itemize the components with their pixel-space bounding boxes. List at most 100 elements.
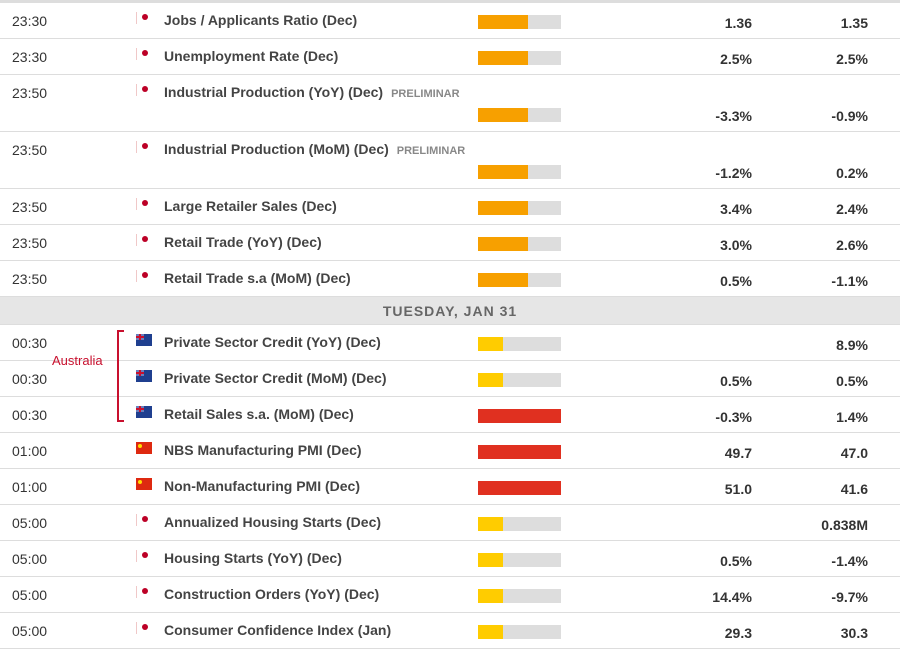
- flag-au-icon: [136, 334, 152, 346]
- event-row[interactable]: 05:00 Construction Orders (YoY) (Dec) 14.4…: [0, 577, 900, 613]
- event-name[interactable]: Non-Manufacturing PMI (Dec): [164, 478, 360, 494]
- volatility-bar: [478, 237, 561, 251]
- value-2: 2.4%: [836, 201, 868, 217]
- volatility-bar: [478, 481, 561, 495]
- event-name[interactable]: Industrial Production (YoY) (Dec) PRELIMI…: [164, 84, 460, 100]
- value-1: -3.3%: [715, 108, 752, 124]
- volatility-bar: [478, 589, 561, 603]
- volatility-fill: [478, 15, 528, 29]
- value-1: 49.7: [724, 445, 752, 461]
- volatility-fill: [478, 201, 528, 215]
- event-row[interactable]: 00:30 Private Sector Credit (MoM) (Dec) 0.…: [0, 361, 900, 397]
- event-row[interactable]: 00:30 Retail Sales s.a. (MoM) (Dec) -0.3% 1…: [0, 397, 900, 433]
- value-2: 0.5%: [836, 373, 868, 389]
- event-title: Jobs / Applicants Ratio (Dec): [164, 12, 358, 28]
- value-2: 8.9%: [836, 337, 868, 353]
- volatility-bar: [478, 201, 561, 215]
- event-name[interactable]: Private Sector Credit (MoM) (Dec): [164, 370, 386, 386]
- event-row[interactable]: 01:00 Non-Manufacturing PMI (Dec) 51.0 41.6: [0, 469, 900, 505]
- event-row[interactable]: 23:50 Industrial Production (MoM) (Dec) PR…: [0, 132, 900, 189]
- event-row[interactable]: 23:30 Unemployment Rate (Dec) 2.5% 2.5%: [0, 39, 900, 75]
- event-title: Non-Manufacturing PMI (Dec): [164, 478, 360, 494]
- event-time: 23:30: [12, 49, 48, 65]
- value-1: 0.5%: [720, 553, 752, 569]
- day-header: TUESDAY, JAN 31: [0, 297, 900, 325]
- event-time: 05:00: [12, 551, 48, 567]
- volatility-fill: [478, 337, 503, 351]
- event-name[interactable]: Industrial Production (MoM) (Dec) PRELIMI…: [164, 141, 465, 157]
- event-time: 00:30: [12, 371, 48, 387]
- event-time: 01:00: [12, 479, 48, 495]
- event-name[interactable]: Consumer Confidence Index (Jan): [164, 622, 391, 638]
- value-1: -1.2%: [715, 165, 752, 181]
- event-name[interactable]: Private Sector Credit (YoY) (Dec): [164, 334, 381, 350]
- flag-jp-icon: [136, 586, 152, 598]
- volatility-bar: [478, 165, 561, 179]
- flag-jp-icon: [136, 550, 152, 562]
- volatility-bar: [478, 337, 561, 351]
- volatility-bar: [478, 108, 561, 122]
- flag-jp-icon: [136, 234, 152, 246]
- event-row[interactable]: 23:50 Large Retailer Sales (Dec) 3.4% 2.4%: [0, 189, 900, 225]
- volatility-fill: [478, 625, 503, 639]
- flag-jp-icon: [136, 141, 152, 153]
- event-name[interactable]: Annualized Housing Starts (Dec): [164, 514, 381, 530]
- value-2: -9.7%: [831, 589, 868, 605]
- flag-jp-icon: [136, 270, 152, 282]
- value-2: 0.2%: [836, 165, 868, 181]
- event-time: 05:00: [12, 623, 48, 639]
- event-title: Annualized Housing Starts (Dec): [164, 514, 382, 530]
- value-1: 0.5%: [720, 273, 752, 289]
- event-row[interactable]: 05:00 Annualized Housing Starts (Dec) 0.83…: [0, 505, 900, 541]
- event-name[interactable]: Construction Orders (YoY) (Dec): [164, 586, 379, 602]
- event-name[interactable]: Retail Sales s.a. (MoM) (Dec): [164, 406, 354, 422]
- event-title: Housing Starts (YoY) (Dec): [164, 550, 342, 566]
- value-1: -0.3%: [715, 409, 752, 425]
- event-row[interactable]: 23:50 Retail Trade s.a (MoM) (Dec) 0.5% -1.…: [0, 261, 900, 297]
- volatility-fill: [478, 237, 528, 251]
- volatility-fill: [478, 517, 503, 531]
- event-name[interactable]: Retail Trade (YoY) (Dec): [164, 234, 322, 250]
- event-name[interactable]: NBS Manufacturing PMI (Dec): [164, 442, 362, 458]
- event-name[interactable]: Retail Trade s.a (MoM) (Dec): [164, 270, 351, 286]
- event-time: 23:50: [12, 235, 48, 251]
- top-divider: [0, 0, 900, 3]
- volatility-fill: [478, 165, 528, 179]
- events-after: 00:30 Private Sector Credit (YoY) (Dec) 8.…: [0, 325, 900, 649]
- value-2: 2.6%: [836, 237, 868, 253]
- volatility-bar: [478, 517, 561, 531]
- event-title: Large Retailer Sales (Dec): [164, 198, 337, 214]
- value-1: 14.4%: [712, 589, 752, 605]
- event-name[interactable]: Large Retailer Sales (Dec): [164, 198, 337, 214]
- event-title: NBS Manufacturing PMI (Dec): [164, 442, 362, 458]
- value-1: 0.5%: [720, 373, 752, 389]
- value-2: 1.4%: [836, 409, 868, 425]
- flag-jp-icon: [136, 12, 152, 24]
- event-row[interactable]: 00:30 Private Sector Credit (YoY) (Dec) 8.…: [0, 325, 900, 361]
- event-name[interactable]: Housing Starts (YoY) (Dec): [164, 550, 342, 566]
- event-row[interactable]: 23:30 Jobs / Applicants Ratio (Dec) 1.36 1.…: [0, 3, 900, 39]
- event-time: 01:00: [12, 443, 48, 459]
- preliminary-tag: PRELIMINAR: [396, 145, 466, 157]
- event-name[interactable]: Jobs / Applicants Ratio (Dec): [164, 12, 357, 28]
- volatility-bar: [478, 273, 561, 287]
- volatility-fill: [478, 373, 503, 387]
- value-1: 1.36: [724, 15, 752, 31]
- value-2: 1.35: [840, 15, 868, 31]
- event-row[interactable]: 23:50 Retail Trade (YoY) (Dec) 3.0% 2.6%: [0, 225, 900, 261]
- volatility-fill: [478, 589, 503, 603]
- event-row[interactable]: 05:00 Consumer Confidence Index (Jan) 29.3…: [0, 613, 900, 649]
- event-time: 05:00: [12, 587, 48, 603]
- value-1: 3.4%: [720, 201, 752, 217]
- event-name[interactable]: Unemployment Rate (Dec): [164, 48, 338, 64]
- event-row[interactable]: 05:00 Housing Starts (YoY) (Dec) 0.5% -1.4%: [0, 541, 900, 577]
- event-row[interactable]: 01:00 NBS Manufacturing PMI (Dec) 49.7 47.0: [0, 433, 900, 469]
- event-time: 23:50: [12, 271, 48, 287]
- volatility-bar: [478, 445, 561, 459]
- events-before: 23:30 Jobs / Applicants Ratio (Dec) 1.36 1.…: [0, 3, 900, 297]
- event-row[interactable]: 23:50 Industrial Production (YoY) (Dec) PR…: [0, 75, 900, 132]
- volatility-bar: [478, 373, 561, 387]
- flag-jp-icon: [136, 514, 152, 526]
- value-2: -1.4%: [831, 553, 868, 569]
- event-time: 23:30: [12, 13, 48, 29]
